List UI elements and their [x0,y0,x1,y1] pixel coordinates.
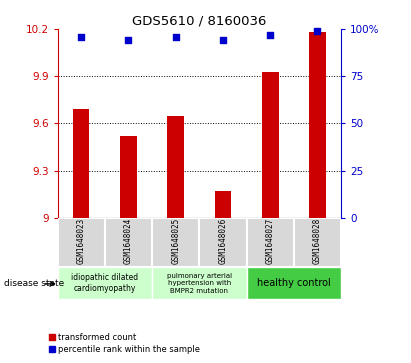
Bar [105,218,152,267]
Bar [294,218,341,267]
Bar [58,218,105,267]
Text: idiopathic dilated
cardiomyopathy: idiopathic dilated cardiomyopathy [71,273,139,293]
Bar [247,218,294,267]
Point [219,37,226,43]
Point [267,32,274,38]
Bar [262,72,279,218]
Legend: transformed count, percentile rank within the sample: transformed count, percentile rank withi… [45,330,203,357]
Point [78,34,85,40]
Bar [215,191,231,218]
Bar [199,218,247,267]
Text: GSM1648026: GSM1648026 [219,218,227,265]
Point [173,34,179,40]
Text: GSM1648027: GSM1648027 [266,218,275,265]
Point [125,37,132,43]
Text: GSM1648028: GSM1648028 [313,218,322,265]
Text: disease state: disease state [4,280,65,288]
Text: GSM1648023: GSM1648023 [77,218,85,265]
Title: GDS5610 / 8160036: GDS5610 / 8160036 [132,15,266,28]
Text: GSM1648025: GSM1648025 [171,218,180,265]
Text: GSM1648024: GSM1648024 [124,218,133,265]
Bar [152,218,199,267]
Text: healthy control: healthy control [257,278,331,288]
Bar [309,32,326,218]
Bar [58,267,152,299]
Bar [247,267,341,299]
Bar [152,267,247,299]
Bar [73,109,90,218]
Text: pulmonary arterial
hypertension with
BMPR2 mutation: pulmonary arterial hypertension with BMP… [167,273,232,294]
Bar [120,136,137,218]
Point [314,28,321,34]
Bar [167,115,184,218]
